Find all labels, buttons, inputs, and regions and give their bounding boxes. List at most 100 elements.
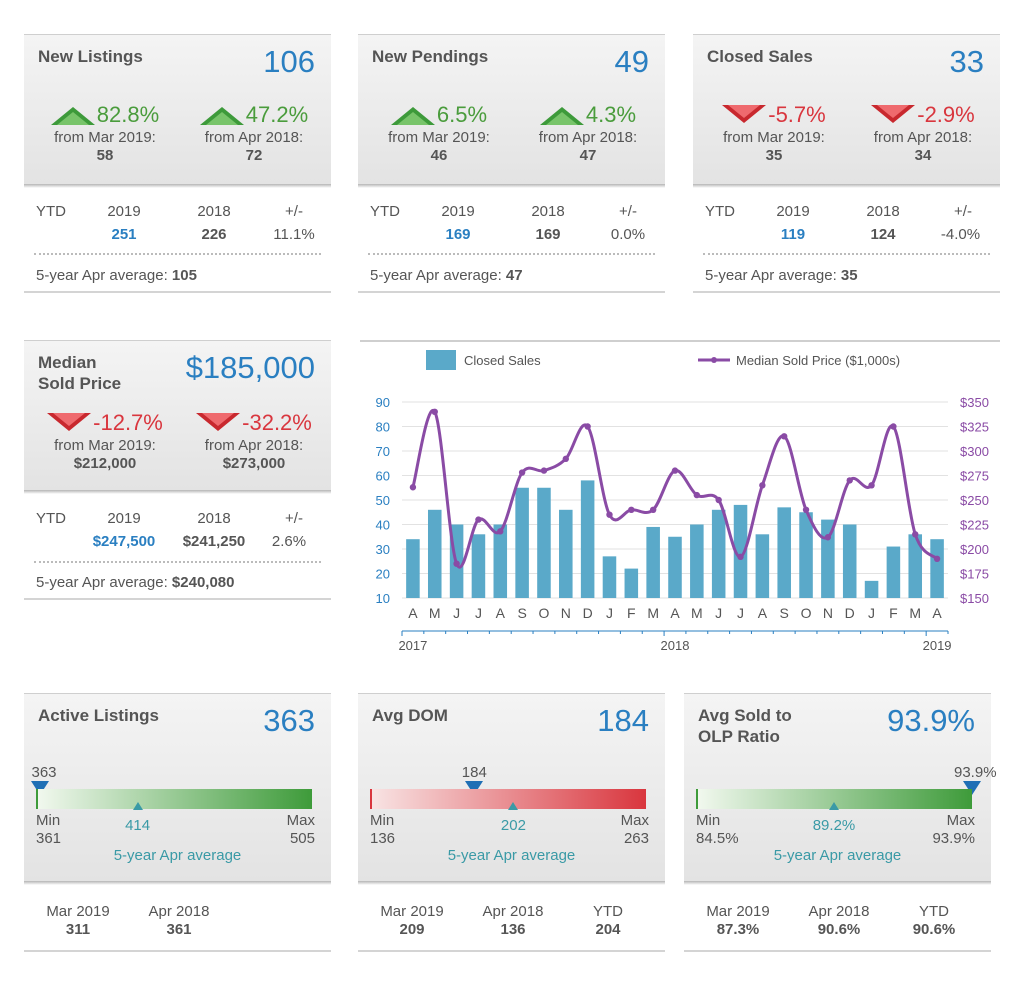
point-median-sold-price [431,408,438,415]
legend-swatch-closed-sales [426,350,456,370]
arrow-down-icon [47,413,92,431]
change-from-label: from Mar 2019: [54,437,156,454]
bar-closed-sales [471,534,486,598]
change-from-label: from Mar 2019: [723,129,825,146]
gauge-average-label: 5-year Apr average [773,847,902,864]
bar-closed-sales [406,539,420,598]
change-from-label: from Mar 2019: [54,129,156,146]
card-value: 363 [263,703,315,738]
olp-ratio-card: Avg Sold to OLP Ratio 93.9% 93.9% Min 84.… [684,693,997,953]
x-tick-label: D [845,605,855,621]
y-left-tick-label: 20 [376,567,390,582]
y-right-tick-label: $300 [960,444,989,459]
gauge-marker-icon [963,781,981,795]
change-percent: 4.3% [585,102,637,127]
point-median-sold-price [562,455,569,463]
point-median-sold-price [475,516,482,523]
arrow-up-icon [539,107,584,125]
point-median-sold-price [693,491,701,499]
x-tick-label: J [606,605,613,621]
x-tick-label: S [780,605,789,621]
y-right-tick-label: $350 [960,395,989,410]
bar-closed-sales [733,504,748,598]
x-tick-label: J [868,605,875,621]
change-vs-last-year: -2.9% from Apr 2018: 34 [848,102,998,165]
x-tick-label: A [496,605,506,621]
five-year-average: 5-year Apr average: 47 [370,267,523,284]
x-tick-label: A [758,605,768,621]
point-median-sold-price [606,511,613,518]
change-percent: -12.7% [93,410,163,435]
x-tick-label: M [909,605,921,621]
change-percent: 47.2% [245,102,309,127]
card-value: 184 [597,703,649,738]
bar-closed-sales [646,526,660,598]
y-right-tick-label: $325 [960,420,989,435]
change-percent: -2.9% [917,102,975,127]
gauge-max-label: Max [946,812,975,829]
gauge-min-label: Min [696,812,721,829]
bar-closed-sales [908,534,923,598]
card-title: Avg DOM [372,706,448,725]
point-median-sold-price [737,553,744,561]
y-right-tick-label: $275 [960,469,989,484]
bar-closed-sales [515,487,529,598]
change-vs-last-month: -5.7% from Mar 2019: 35 [699,102,849,165]
change-percent: -5.7% [768,102,826,127]
change-percent: 82.8% [96,102,160,127]
change-from-label: from Apr 2018: [873,129,973,146]
five-year-average: 5-year Apr average: 105 [36,267,197,284]
point-median-sold-price [628,506,635,513]
y-left-tick-label: 50 [376,493,390,508]
gauge-average-value: 202 [500,817,526,834]
point-median-sold-price [453,560,460,567]
change-from-value: $212,000 [73,455,137,472]
gauge-max-label: Max [286,812,315,829]
bar-closed-sales [559,509,573,598]
change-from-value: 47 [579,147,597,164]
x-tick-label: O [539,605,550,621]
change-from-value: $273,000 [222,455,286,472]
point-median-sold-price [497,528,504,535]
gauge-average-label: 5-year Apr average [447,847,576,864]
x-tick-label: J [737,605,744,621]
change-from-value: 72 [245,147,263,164]
active-listings-card: Active Listings 363 363 Min 361 Max 505 … [24,693,331,953]
gauge-marker-icon [465,781,484,795]
closed-sales-median-price-chart: Closed Sales Median Sold Price ($1,000s) 9… [360,340,1000,653]
y-right-tick-label: $225 [960,518,989,533]
point-median-sold-price [518,469,526,476]
x-tick-label: N [823,605,833,621]
x-tick-label: M [691,605,703,621]
change-percent: -32.2% [242,410,312,435]
gauge-max-value: 263 [623,830,649,847]
arrow-up-icon [50,107,95,125]
change-percent: 6.5% [436,102,488,127]
y-left-tick-label: 40 [376,518,390,533]
legend-swatch-median-price-marker [711,357,717,363]
x-tick-label: M [647,605,659,621]
gauge-current-label: 184 [461,764,487,781]
card-value: 49 [614,44,649,79]
bar-closed-sales [602,556,617,598]
gauge-min-value: 136 [370,830,396,847]
point-median-sold-price [715,496,722,504]
bar-closed-sales [624,568,639,598]
gauge-marker-icon [30,781,49,795]
x-tick-label: F [889,605,898,621]
gauge-min-label: Min [370,812,395,829]
bar-closed-sales [711,509,726,598]
point-median-sold-price [649,506,657,513]
gauge-average-value: 89.2% [812,817,856,834]
legend-label-closed-sales: Closed Sales [464,353,541,368]
point-median-sold-price [846,477,853,484]
five-year-average: 5-year Apr average: 35 [705,267,858,284]
change-from-value: 34 [914,147,932,164]
y-left-tick-label: 70 [376,444,390,459]
legend-label-median-price: Median Sold Price ($1,000s) [736,353,900,368]
gauge-current-label: 363 [31,764,57,781]
y-right-tick-label: $200 [960,542,989,557]
point-median-sold-price [540,467,548,474]
change-from-value: 58 [96,147,114,164]
x-tick-label: F [627,605,636,621]
